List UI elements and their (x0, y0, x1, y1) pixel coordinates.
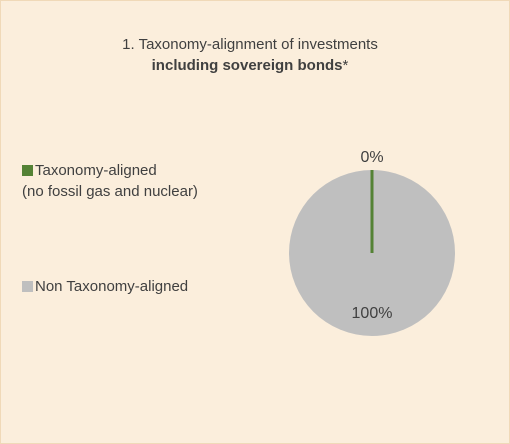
legend-swatch-aligned (22, 165, 33, 176)
legend-item-aligned: Taxonomy-aligned (no fossil gas and nucl… (22, 160, 198, 202)
legend-label-aligned-line2: (no fossil gas and nuclear) (22, 183, 198, 200)
chart-subtitle-suffix: * (342, 57, 349, 74)
legend-label-non-aligned: Non Taxonomy-aligned (35, 278, 189, 295)
chart-subtitle: including sovereign bonds* (0, 55, 500, 76)
legend-label-aligned: Taxonomy-aligned (35, 162, 157, 179)
legend-swatch-non-aligned (22, 281, 33, 292)
legend-item-non-aligned: Non Taxonomy-aligned (22, 276, 188, 297)
data-label-aligned: 0% (360, 149, 383, 166)
chart-title: 1. Taxonomy-alignment of investments (122, 36, 378, 53)
chart-subtitle-bold: including sovereign bonds (151, 57, 343, 74)
data-label-non-aligned: 100% (352, 305, 393, 322)
